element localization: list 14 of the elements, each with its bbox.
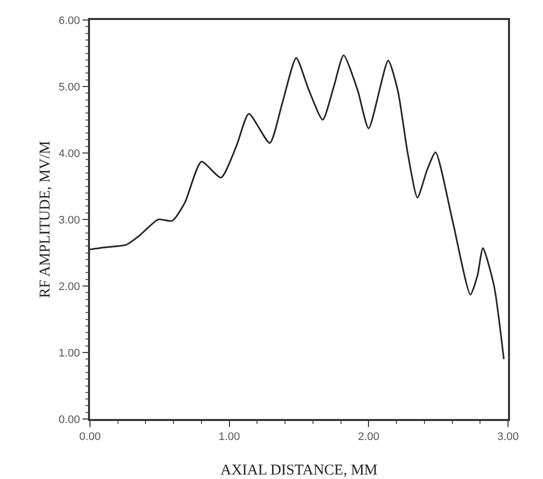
y-tick-label: 1.00: [58, 347, 80, 360]
y-tick-label: 6.00: [58, 14, 80, 27]
x-tick-label: 1.00: [218, 430, 240, 443]
x-axis-title: AXIAL DISTANCE, MM: [220, 462, 378, 478]
x-tick-label: 0.00: [79, 430, 101, 443]
y-tick-label: 2.00: [58, 280, 80, 293]
y-tick-label: 0.00: [58, 414, 80, 426]
y-axis-title: RF AMPLITUDE, MV/M: [38, 140, 54, 298]
y-tick-label: 4.00: [58, 148, 80, 160]
x-tick-label: 2.00: [358, 430, 380, 443]
x-tick-label: 3.00: [497, 430, 519, 443]
y-tick-label: 3.00: [58, 214, 80, 226]
line-series: [90, 54, 505, 360]
y-tick-label: 5.00: [58, 81, 80, 94]
